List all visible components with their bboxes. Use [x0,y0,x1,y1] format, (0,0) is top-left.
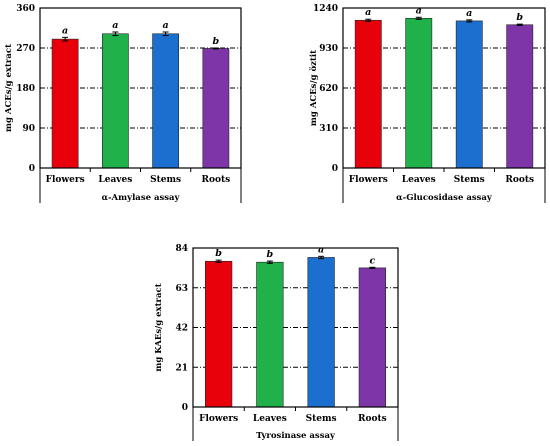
y-tick-label: 180 [16,84,35,94]
bar-flowers [51,38,79,169]
bar-leaves [102,33,129,169]
x-tick-label: Roots [202,175,231,185]
y-tick-label: 21 [175,363,188,373]
x-tick-label: Stems [306,414,337,424]
y-tick-label: 84 [175,244,188,254]
y-tick-label: 42 [175,324,188,334]
significance-letter: a [318,244,324,255]
bar-stems [455,20,483,169]
chart-panel-3: 0 21 42 63 84 b Flowers b Leaves a Stems c Roots Tyro… [154,244,399,441]
bar-leaves [256,261,284,408]
chart-panel-1: 0 90 180 270 360 a Flowers a Leaves a Stems b Roots α… [4,4,242,203]
y-tick-label: 1240 [313,4,338,14]
x-tick-label: Roots [358,414,387,424]
x-tick-label: Stems [150,175,181,185]
significance-letter: a [163,20,169,31]
significance-letter: c [369,255,375,266]
y-tick-label: 270 [16,44,35,54]
bar-stems [307,257,335,408]
bar-roots [358,267,386,408]
x-tick-label: Leaves [253,414,287,424]
significance-letter: b [213,36,220,47]
bar-roots [202,48,230,169]
bar-flowers [205,260,233,408]
y-tick-label: 90 [22,124,35,134]
x-axis-label: Tyrosinase assay [256,431,336,441]
y-tick-label: 930 [319,44,338,54]
significance-letter: a [112,20,118,31]
significance-letter: b [516,12,523,23]
y-tick-label: 360 [16,4,35,14]
significance-letter: a [466,8,472,19]
y-tick-label: 63 [175,284,188,294]
y-tick-label: 0 [182,403,188,413]
x-axis-label: α-Amylase assay [101,193,180,203]
x-tick-label: Roots [505,175,534,185]
significance-letter: b [215,248,222,259]
significance-letter: a [62,25,68,36]
bar-leaves [405,18,433,169]
x-tick-label: Flowers [46,175,85,185]
y-tick-label: 0 [332,164,338,174]
bar-flowers [354,19,382,169]
significance-letter: a [416,5,422,16]
y-axis-label: mg ACEs/g öztit [308,50,319,126]
x-tick-label: Stems [454,175,485,185]
x-tick-label: Flowers [349,175,388,185]
x-axis-label: α-Glucosidase assay [396,193,493,203]
significance-letter: b [267,249,274,260]
x-tick-label: Leaves [98,175,132,185]
x-tick-label: Flowers [199,414,238,424]
y-tick-label: 0 [29,164,35,174]
significance-letter: a [365,7,371,18]
y-tick-label: 310 [319,124,338,134]
y-tick-label: 620 [319,84,338,94]
bar-roots [506,24,534,169]
bar-stems [152,33,179,169]
y-axis-label: mg ACEs/g extract [4,44,14,132]
chart-panel-2: 0 310 620 930 1240 a Flowers a Leaves a Stems b Root… [308,4,546,203]
x-tick-label: Leaves [402,175,436,185]
y-axis-label: mg KAEs/g extract [154,283,164,371]
